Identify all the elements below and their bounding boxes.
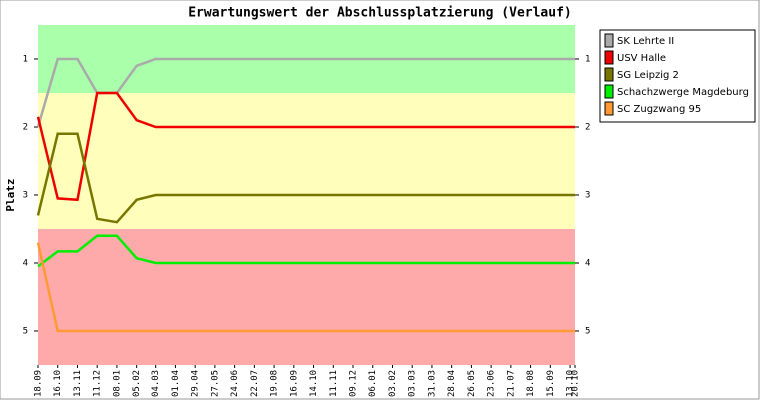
x-tick-label: 06.01 — [368, 370, 378, 397]
x-tick-label: 15.09 — [546, 370, 556, 397]
x-tick-label: 11.12 — [93, 370, 103, 397]
x-tick-label: 13.10 — [566, 370, 576, 397]
legend-swatch — [604, 50, 614, 65]
x-tick-label: 14.10 — [309, 370, 319, 397]
chart-title: Erwartungswert der Abschlussplatzierung … — [188, 6, 572, 21]
x-tick-label: 31.03 — [427, 370, 437, 397]
x-tick-label: 11.11 — [329, 370, 339, 397]
y-tick-label: 5 — [23, 327, 28, 337]
y-tick-label: 3 — [23, 191, 28, 201]
band — [38, 229, 575, 365]
legend-swatch — [604, 67, 614, 82]
legend-label: USV Halle — [617, 53, 666, 64]
x-tick-label: 28.04 — [447, 370, 457, 397]
x-tick-label: 19.08 — [270, 370, 280, 397]
y-tick-label: 4 — [23, 259, 28, 269]
series-line — [36, 132, 575, 224]
series-line — [36, 242, 575, 333]
x-tick-label: 29.04 — [191, 370, 201, 397]
y-tick-label: 3 — [585, 191, 590, 201]
x-tick-label: 24.06 — [230, 370, 240, 397]
series-line — [36, 91, 575, 202]
x-tick-label: 22.07 — [250, 370, 260, 397]
x-tick-label: 20.10 — [571, 370, 581, 397]
legend-swatch — [604, 84, 614, 99]
legend-label: Schachzwerge Magdeburg — [617, 87, 749, 98]
x-tick-label: 18.09 — [34, 370, 44, 397]
series-line — [36, 57, 575, 128]
y-tick-label: 2 — [585, 123, 590, 133]
x-tick-label: 03.03 — [408, 370, 418, 397]
x-tick-label: 03.02 — [388, 370, 398, 397]
y-tick-label: 1 — [585, 55, 590, 65]
legend-label: SK Lehrte II — [617, 36, 674, 47]
x-tick-label: 09.12 — [349, 370, 359, 397]
x-tick-label: 13.11 — [73, 370, 83, 397]
y-tick-label: 1 — [23, 55, 28, 65]
legend — [599, 29, 756, 123]
x-tick-label: 27.05 — [210, 370, 220, 397]
x-tick-label: 16.09 — [289, 370, 299, 397]
y-tick-label: 4 — [585, 259, 590, 269]
band — [38, 93, 575, 229]
legend-swatch — [604, 33, 614, 48]
y-tick-label: 2 — [23, 123, 28, 133]
legend-swatch — [604, 101, 614, 116]
x-tick-label: 18.08 — [526, 370, 536, 397]
x-tick-label: 16.10 — [53, 370, 63, 397]
x-tick-label: 08.01 — [112, 370, 122, 397]
series-line — [37, 234, 575, 268]
y-axis-label: Platz — [4, 178, 17, 211]
x-tick-label: 26.05 — [467, 370, 477, 397]
x-tick-label: 05.02 — [132, 370, 142, 397]
y-tick-label: 5 — [585, 327, 590, 337]
x-tick-label: 23.06 — [487, 370, 497, 397]
x-tick-label: 01.04 — [171, 370, 181, 397]
legend-label: SG Leipzig 2 — [617, 70, 679, 81]
x-tick-label: 04.03 — [151, 370, 161, 397]
legend-label: SC Zugzwang 95 — [617, 104, 701, 115]
x-tick-label: 21.07 — [506, 370, 516, 397]
